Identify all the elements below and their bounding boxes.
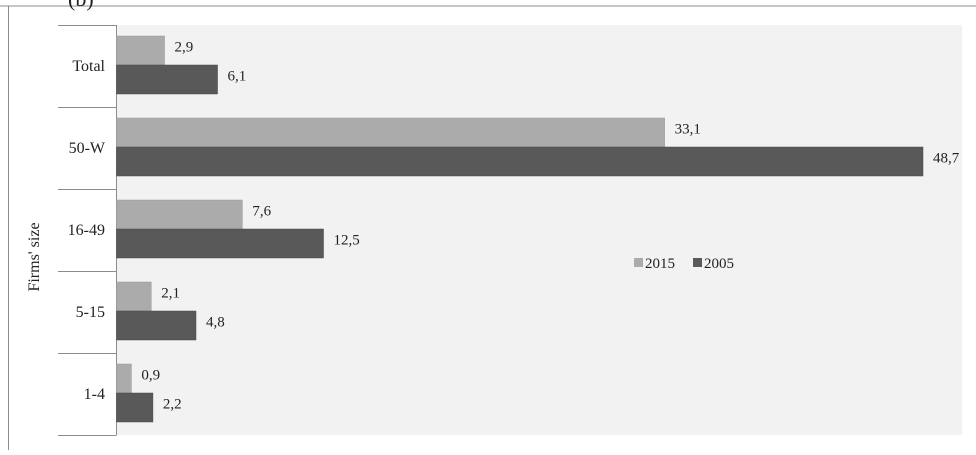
bar-2005 [116, 310, 197, 341]
category-label: 1-4 [84, 386, 105, 403]
y-axis-title: Firms' size [26, 222, 43, 291]
category-separators [58, 25, 117, 436]
data-label-2015: 2,1 [161, 286, 180, 302]
legend-swatch-2005 [693, 258, 702, 267]
category-label: Total [72, 58, 105, 75]
data-label-2015: 0,9 [141, 368, 160, 384]
bar-2015 [116, 281, 152, 312]
bars [116, 35, 924, 423]
legend: 2015 2005 [634, 256, 734, 272]
data-label-2015: 33,1 [675, 122, 701, 138]
legend-label-2015: 2015 [645, 256, 675, 272]
legend-label-2005: 2005 [704, 256, 734, 272]
data-label-2015: 2,9 [175, 40, 194, 56]
bar-2005 [116, 64, 218, 95]
data-label-2005: 48,7 [933, 151, 960, 167]
data-labels: 2,9 6,1 33,1 48,7 7,6 12,5 2,1 4,8 0,92,2 [141, 40, 959, 413]
legend-swatch-2015 [634, 258, 643, 267]
category-label: 5-15 [76, 304, 105, 321]
data-label-2005: 4,8 [206, 315, 225, 331]
bar-2015 [116, 117, 665, 148]
bar-2005 [116, 392, 154, 423]
bar-2015 [116, 199, 243, 230]
category-labels: Total 50-W 16-49 5-15 1-4 [68, 58, 106, 403]
bar-2015 [116, 363, 132, 394]
bar-2015 [116, 35, 165, 66]
bar-2005 [116, 146, 924, 177]
header-fragment: (b) [68, 0, 94, 11]
data-label-2015: 7,6 [252, 204, 271, 220]
data-label-2005: 12,5 [334, 233, 360, 249]
category-label: 16-49 [68, 222, 105, 239]
category-label: 50-W [69, 140, 106, 157]
data-label-2005: 6,1 [228, 69, 247, 85]
data-label-2005: 2,2 [163, 397, 182, 413]
bar-2005 [116, 228, 324, 259]
